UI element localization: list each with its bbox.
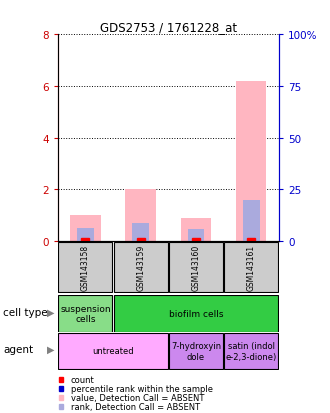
Text: ▶: ▶ (48, 344, 55, 354)
FancyBboxPatch shape (58, 296, 113, 332)
Bar (247, 239, 255, 242)
Text: 7-hydroxyin
dole: 7-hydroxyin dole (171, 342, 221, 361)
Text: count: count (71, 375, 95, 384)
Bar (77, 229, 94, 242)
FancyBboxPatch shape (114, 296, 278, 332)
Text: satin (indol
e-2,3-dione): satin (indol e-2,3-dione) (226, 342, 277, 361)
FancyBboxPatch shape (169, 242, 223, 293)
Text: GSM143159: GSM143159 (136, 244, 145, 290)
Bar (82, 239, 89, 242)
Bar (181, 218, 211, 242)
Bar (187, 229, 204, 242)
Text: agent: agent (3, 344, 33, 354)
Text: GSM143160: GSM143160 (191, 244, 200, 290)
FancyBboxPatch shape (224, 242, 278, 293)
Bar (137, 239, 145, 242)
Text: ▶: ▶ (48, 307, 55, 317)
FancyBboxPatch shape (58, 242, 113, 293)
Text: value, Detection Call = ABSENT: value, Detection Call = ABSENT (71, 393, 204, 402)
Text: percentile rank within the sample: percentile rank within the sample (71, 384, 213, 393)
FancyBboxPatch shape (224, 333, 278, 369)
Text: suspension
cells: suspension cells (60, 304, 111, 323)
FancyBboxPatch shape (169, 333, 223, 369)
Text: GSM143158: GSM143158 (81, 244, 90, 290)
Bar (132, 223, 149, 242)
Bar (236, 82, 266, 242)
Text: rank, Detection Call = ABSENT: rank, Detection Call = ABSENT (71, 402, 200, 411)
Bar (125, 190, 156, 242)
Text: GSM143161: GSM143161 (247, 244, 256, 290)
Title: GDS2753 / 1761228_at: GDS2753 / 1761228_at (100, 21, 237, 34)
Text: cell type: cell type (3, 307, 48, 317)
Text: biofilm cells: biofilm cells (169, 309, 223, 318)
Bar (192, 239, 200, 242)
Text: untreated: untreated (92, 347, 134, 356)
Bar (70, 216, 101, 242)
FancyBboxPatch shape (114, 242, 168, 293)
FancyBboxPatch shape (58, 333, 168, 369)
Bar (243, 200, 260, 242)
